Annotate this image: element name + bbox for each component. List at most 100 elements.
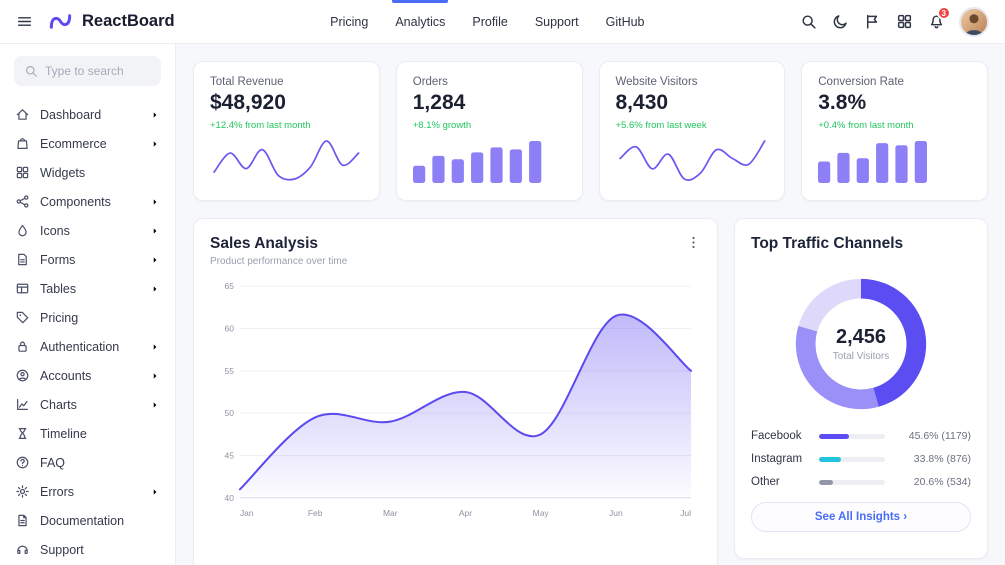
sidebar-item-label: Accounts	[40, 368, 92, 383]
channel-label: Instagram	[751, 453, 803, 465]
traffic-channel-facebook: Facebook 45.6% (1179)	[751, 430, 971, 442]
sidebar-item-label: Support	[40, 542, 84, 557]
sidebar-item-faq[interactable]: FAQ	[0, 448, 175, 477]
nav-link-analytics[interactable]: Analytics	[392, 0, 449, 29]
nodes-icon	[15, 194, 30, 209]
dark-mode-icon	[832, 13, 849, 30]
sidebar-item-dashboard[interactable]: Dashboard	[0, 100, 175, 129]
svg-text:Feb: Feb	[308, 508, 323, 518]
sidebar-item-label: Forms	[40, 252, 76, 267]
drop-icon	[15, 223, 30, 238]
sidebar-item-pricing[interactable]: Pricing	[0, 303, 175, 332]
sidebar-item-components[interactable]: Components	[0, 187, 175, 216]
bell-button[interactable]: 3	[928, 6, 951, 30]
nav-link-github[interactable]: GitHub	[605, 14, 645, 29]
user-avatar[interactable]	[959, 6, 989, 37]
stat-card-website-visitors: Website Visitors 8,430 +5.6% from last wee…	[598, 61, 786, 201]
website-visitors-sparkline	[618, 140, 766, 181]
stat-title: Total Revenue	[210, 76, 284, 88]
stats-row: Total Revenue $48,920 +12.4% from last mon…	[193, 61, 988, 201]
chart-icon	[15, 397, 30, 412]
nav-link-profile[interactable]: Profile	[472, 14, 508, 29]
channel-label: Other	[751, 476, 780, 488]
question-icon	[15, 455, 30, 470]
menu-button[interactable]	[16, 13, 33, 30]
sidebar-item-forms[interactable]: Forms	[0, 245, 175, 274]
table-icon	[15, 281, 30, 296]
search-button[interactable]	[800, 13, 817, 30]
svg-text:Apr: Apr	[459, 508, 472, 518]
search-icon	[24, 64, 38, 78]
flag-icon	[864, 13, 881, 30]
support-icon	[15, 542, 30, 557]
tag-icon	[15, 310, 30, 325]
chevron-right-icon	[150, 400, 160, 410]
orders-sparkline	[412, 141, 542, 183]
svg-text:45: 45	[225, 450, 235, 460]
sidebar-item-label: Authentication	[40, 339, 120, 354]
svg-text:55: 55	[225, 366, 235, 376]
timeline-icon	[15, 426, 30, 441]
flag-button[interactable]	[864, 13, 881, 30]
sidebar-item-label: Tables	[40, 281, 77, 296]
sidebar-item-authentication[interactable]: Authentication	[0, 332, 175, 361]
channel-label: Facebook	[751, 430, 802, 442]
sidebar-item-charts[interactable]: Charts	[0, 390, 175, 419]
channel-progress-bar	[819, 479, 885, 485]
account-icon	[15, 368, 30, 383]
stat-value: 8,430	[615, 91, 669, 114]
svg-text:60: 60	[225, 324, 235, 334]
sidebar-item-errors[interactable]: Errors	[0, 477, 175, 506]
traffic-channel-other: Other 20.6% (534)	[751, 476, 971, 488]
svg-text:40: 40	[225, 493, 235, 503]
sidebar-item-label: Documentation	[40, 513, 125, 528]
see-all-insights-button[interactable]: See All Insights ›	[751, 502, 971, 532]
main-content: Total Revenue $48,920 +12.4% from last mon…	[176, 44, 1005, 565]
nav-link-support[interactable]: Support	[534, 14, 579, 29]
doc-icon	[15, 513, 30, 528]
kebab-icon	[686, 235, 701, 250]
sidebar-item-label: Ecommerce	[40, 136, 107, 151]
sidebar-item-ecommerce[interactable]: Ecommerce	[0, 129, 175, 158]
channel-progress-bar	[819, 433, 885, 439]
stat-value: $48,920	[210, 91, 286, 114]
dark-mode-button[interactable]	[832, 13, 849, 30]
bell-icon	[928, 13, 945, 30]
apps-button[interactable]	[896, 13, 913, 30]
sidebar-item-accounts[interactable]: Accounts	[0, 361, 175, 390]
sidebar-item-icons[interactable]: Icons	[0, 216, 175, 245]
stat-delta: +0.4% from last month	[818, 120, 914, 131]
sales-area-chart: 40 45 50 55 60 65 Jan Feb Mar Apr May Jun Jul	[225, 281, 693, 518]
home-icon	[15, 107, 30, 122]
brand[interactable]: ReactBoard	[47, 8, 175, 35]
sidebar-search[interactable]	[14, 56, 161, 86]
nav-link-pricing[interactable]: Pricing	[330, 14, 369, 29]
stat-delta: +5.6% from last week	[615, 120, 707, 131]
sales-title: Sales Analysis	[210, 235, 318, 252]
sidebar-item-widgets[interactable]: Widgets	[0, 158, 175, 187]
channel-progress-bar	[819, 456, 885, 462]
chevron-right-icon	[150, 197, 160, 207]
stat-card-conversion-rate: Conversion Rate 3.8% +0.4% from last month	[801, 61, 988, 201]
sidebar-item-tables[interactable]: Tables	[0, 274, 175, 303]
search-input[interactable]	[45, 64, 151, 78]
error-icon	[15, 484, 30, 499]
sales-more-options-button[interactable]	[686, 235, 701, 250]
svg-text:Jul: Jul	[680, 508, 691, 518]
stat-value: 1,284	[412, 91, 466, 114]
sidebar-item-label: FAQ	[40, 455, 66, 470]
sidebar-item-documentation[interactable]: Documentation	[0, 506, 175, 535]
notification-badge: 3	[936, 6, 951, 20]
lock-icon	[15, 339, 30, 354]
sales-subtitle: Product performance over time	[210, 256, 348, 267]
sidebar-menu: Dashboard Ecommerce Widgets Components Icons…	[0, 100, 175, 564]
svg-text:65: 65	[225, 281, 235, 291]
sidebar-item-support[interactable]: Support	[0, 535, 175, 564]
reactboard-logo-icon	[47, 8, 74, 35]
sidebar-item-timeline[interactable]: Timeline	[0, 419, 175, 448]
menu-icon	[16, 13, 33, 30]
svg-text:50: 50	[225, 408, 235, 418]
sidebar-item-label: Dashboard	[40, 107, 102, 122]
chevron-right-icon	[150, 226, 160, 236]
stat-title: Website Visitors	[615, 76, 698, 88]
